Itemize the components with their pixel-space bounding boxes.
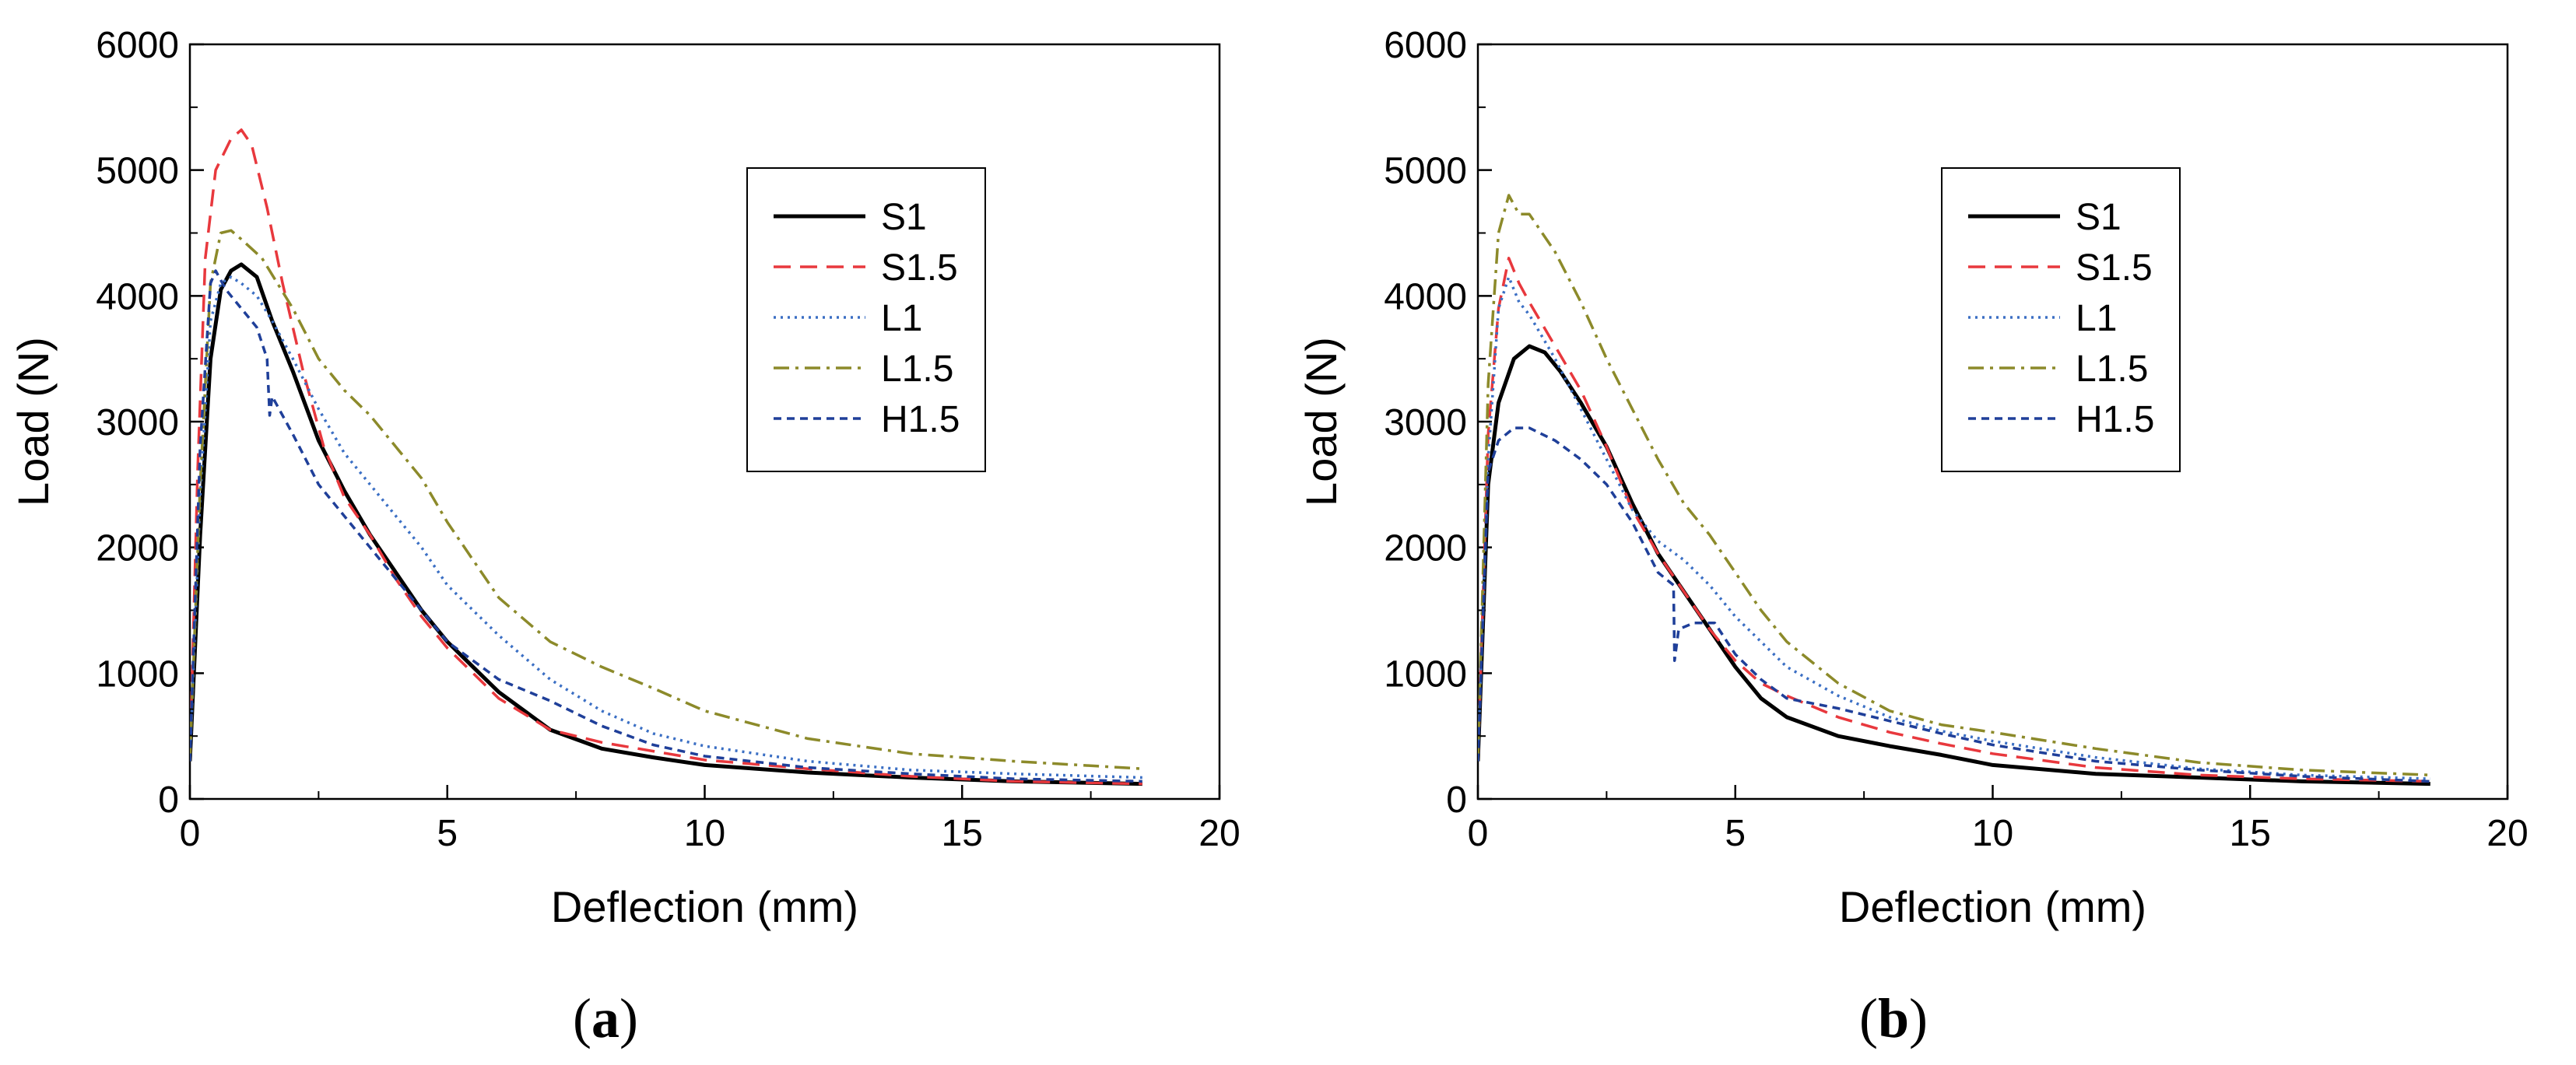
panel-label-b: (b)	[1858, 987, 1928, 1049]
chart-a-x-tick-label: 0	[180, 813, 201, 854]
chart-b: 0 5 10 15 20 0 1000 2000 3000 4000 5000 6000 Deflect…	[1297, 25, 2529, 931]
chart-b-y-tick-label: 3000	[1384, 402, 1467, 443]
chart-b-x-tick-label: 15	[2230, 813, 2271, 854]
chart-b-series-l1	[1478, 275, 2430, 780]
chart-b-y-tick-label: 4000	[1384, 276, 1467, 317]
chart-a-x-axis-title: Deflection (mm)	[551, 882, 858, 931]
chart-a-x-tick-label: 20	[1199, 813, 1240, 854]
chart-a-x-tick-label: 10	[684, 813, 725, 854]
chart-b-x-tick-label: 5	[1725, 813, 1746, 854]
chart-b-x-tick-label: 10	[1972, 813, 2013, 854]
chart-b-legend-box	[1941, 167, 2181, 472]
chart-b-legend-label-h1-5: H1.5	[2076, 399, 2154, 440]
chart-b-y-tick-label: 0	[1446, 779, 1467, 821]
chart-b-legend-label-s1-5: S1.5	[2076, 247, 2153, 289]
chart-a-y-tick-label: 1000	[96, 653, 179, 695]
chart-b-x-tick-label: 0	[1468, 813, 1489, 854]
chart-a-legend-label-s1: S1	[881, 197, 927, 238]
panel-a: 0 5 10 15 20 0 1000 2000 3000 4000 5000 6000 Deflect…	[0, 0, 1288, 1061]
chart-a-plot-frame	[188, 43, 1221, 801]
chart-a-y-tick-label: 5000	[96, 151, 179, 192]
chart-a-legend-label-l1-5: L1.5	[881, 349, 953, 390]
chart-a: 0 5 10 15 20 0 1000 2000 3000 4000 5000 6000 Deflect…	[9, 25, 1241, 931]
chart-a-y-tick-label: 3000	[96, 402, 179, 443]
panel-b: 0 5 10 15 20 0 1000 2000 3000 4000 5000 6000 Deflect…	[1288, 0, 2576, 1061]
chart-b-y-tick-label: 1000	[1384, 653, 1467, 695]
chart-a-y-tick-label: 6000	[96, 25, 179, 66]
chart-b-legend-label-s1: S1	[2076, 197, 2122, 238]
chart-a-y-tick-label: 4000	[96, 276, 179, 317]
chart-b-y-tick-label: 6000	[1384, 25, 1467, 66]
chart-b-x-axis-title: Deflection (mm)	[1839, 882, 2146, 931]
chart-a-legend-box	[746, 167, 986, 472]
chart-a-y-tick-label: 0	[158, 779, 179, 821]
chart-a-series-l1-5	[190, 229, 1142, 770]
chart-b-legend-label-l1: L1	[2076, 298, 2117, 339]
chart-b-legend-label-l1-5: L1.5	[2076, 349, 2148, 390]
chart-b-series-s1-5	[1478, 257, 2430, 783]
chart-a-series-s1	[190, 262, 1142, 786]
chart-a-series-s1-5	[190, 128, 1142, 786]
chart-a-x-tick-label: 15	[942, 813, 983, 854]
chart-b-series-h1-5	[1478, 426, 2430, 783]
chart-b-y-axis-title: Load (N)	[1297, 337, 1346, 506]
chart-b-y-tick-label: 2000	[1384, 528, 1467, 569]
chart-a-y-tick-label: 2000	[96, 528, 179, 569]
panel-label-a: (a)	[573, 987, 638, 1049]
chart-a-x-tick-label: 5	[437, 813, 458, 854]
chart-a-series-l1	[190, 275, 1142, 779]
chart-a-legend-label-l1: L1	[881, 298, 922, 339]
chart-b-x-tick-label: 20	[2487, 813, 2528, 854]
chart-b-series-l1-5	[1478, 194, 2430, 777]
chart-a-legend-label-s1-5: S1.5	[881, 247, 958, 289]
chart-a-series-h1-5	[190, 269, 1142, 783]
chart-a-y-axis-title: Load (N)	[9, 337, 58, 506]
chart-b-y-tick-label: 5000	[1384, 151, 1467, 192]
chart-a-legend-label-h1-5: H1.5	[881, 399, 960, 440]
